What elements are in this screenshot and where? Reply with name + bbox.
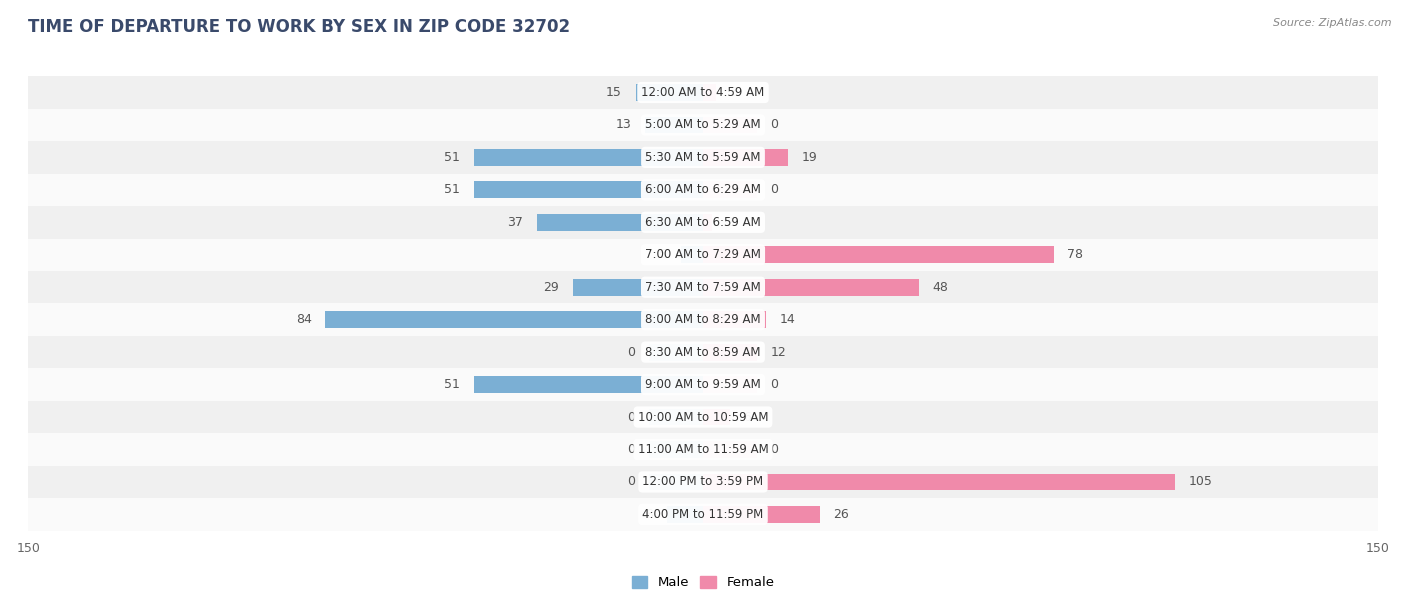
Text: 15: 15 bbox=[606, 86, 621, 99]
Bar bbox=[703, 441, 756, 458]
Text: 12:00 AM to 4:59 AM: 12:00 AM to 4:59 AM bbox=[641, 86, 765, 99]
Bar bbox=[703, 279, 920, 296]
Text: 0: 0 bbox=[770, 443, 779, 456]
Bar bbox=[703, 149, 789, 166]
Bar bbox=[28, 141, 1378, 174]
Bar bbox=[703, 214, 711, 231]
Text: 6:00 AM to 6:29 AM: 6:00 AM to 6:29 AM bbox=[645, 183, 761, 196]
Text: 0: 0 bbox=[770, 378, 779, 391]
Bar bbox=[650, 441, 703, 458]
Text: 12: 12 bbox=[770, 346, 786, 359]
Bar bbox=[28, 336, 1378, 368]
Bar bbox=[28, 109, 1378, 141]
Text: Source: ZipAtlas.com: Source: ZipAtlas.com bbox=[1274, 18, 1392, 28]
Bar bbox=[650, 344, 703, 361]
Text: 14: 14 bbox=[779, 313, 796, 326]
Text: 4:00 PM to 11:59 PM: 4:00 PM to 11:59 PM bbox=[643, 508, 763, 521]
Bar bbox=[650, 474, 703, 490]
Bar bbox=[28, 239, 1378, 271]
Bar bbox=[28, 76, 1378, 109]
Text: 105: 105 bbox=[1189, 475, 1213, 488]
Text: 8:30 AM to 8:59 AM: 8:30 AM to 8:59 AM bbox=[645, 346, 761, 359]
Text: 0: 0 bbox=[770, 183, 779, 196]
Text: 51: 51 bbox=[444, 151, 460, 164]
Text: 51: 51 bbox=[444, 183, 460, 196]
Text: 6:30 AM to 6:59 AM: 6:30 AM to 6:59 AM bbox=[645, 216, 761, 229]
Bar bbox=[703, 506, 820, 523]
Text: 2: 2 bbox=[725, 216, 734, 229]
Bar bbox=[703, 246, 1054, 263]
Text: 6: 6 bbox=[744, 411, 751, 424]
Text: 10:00 AM to 10:59 AM: 10:00 AM to 10:59 AM bbox=[638, 411, 768, 424]
Bar bbox=[703, 474, 1175, 490]
Text: 19: 19 bbox=[801, 151, 818, 164]
Bar bbox=[650, 409, 703, 425]
Text: 48: 48 bbox=[932, 281, 948, 294]
Bar bbox=[644, 117, 703, 133]
Text: 3: 3 bbox=[730, 86, 738, 99]
Bar bbox=[572, 279, 703, 296]
Bar bbox=[703, 181, 756, 198]
Text: TIME OF DEPARTURE TO WORK BY SEX IN ZIP CODE 32702: TIME OF DEPARTURE TO WORK BY SEX IN ZIP … bbox=[28, 18, 571, 36]
Bar bbox=[28, 174, 1378, 206]
Text: 5:00 AM to 5:29 AM: 5:00 AM to 5:29 AM bbox=[645, 118, 761, 131]
Bar bbox=[537, 214, 703, 231]
Text: 7:30 AM to 7:59 AM: 7:30 AM to 7:59 AM bbox=[645, 281, 761, 294]
Bar bbox=[681, 246, 703, 263]
Bar bbox=[703, 311, 766, 328]
Bar bbox=[28, 498, 1378, 531]
Text: 12:00 PM to 3:59 PM: 12:00 PM to 3:59 PM bbox=[643, 475, 763, 488]
Text: 13: 13 bbox=[616, 118, 631, 131]
Text: 51: 51 bbox=[444, 378, 460, 391]
Bar bbox=[703, 344, 756, 361]
Text: 8: 8 bbox=[645, 508, 654, 521]
Text: 7:00 AM to 7:29 AM: 7:00 AM to 7:29 AM bbox=[645, 248, 761, 261]
Text: 37: 37 bbox=[508, 216, 523, 229]
Bar bbox=[703, 376, 756, 393]
Text: 0: 0 bbox=[627, 346, 636, 359]
Bar bbox=[703, 84, 717, 101]
Text: 84: 84 bbox=[295, 313, 312, 326]
Text: 26: 26 bbox=[834, 508, 849, 521]
Text: 0: 0 bbox=[770, 118, 779, 131]
Bar bbox=[703, 117, 756, 133]
Text: 9:00 AM to 9:59 AM: 9:00 AM to 9:59 AM bbox=[645, 378, 761, 391]
Bar bbox=[28, 401, 1378, 433]
Text: 5: 5 bbox=[659, 248, 666, 261]
Bar bbox=[28, 303, 1378, 336]
Bar bbox=[666, 506, 703, 523]
Bar bbox=[28, 466, 1378, 498]
Bar bbox=[474, 376, 703, 393]
Text: 11:00 AM to 11:59 AM: 11:00 AM to 11:59 AM bbox=[638, 443, 768, 456]
Text: 78: 78 bbox=[1067, 248, 1084, 261]
Bar bbox=[636, 84, 703, 101]
Text: 29: 29 bbox=[543, 281, 560, 294]
Bar bbox=[28, 206, 1378, 239]
Text: 8:00 AM to 8:29 AM: 8:00 AM to 8:29 AM bbox=[645, 313, 761, 326]
Bar bbox=[474, 149, 703, 166]
Bar bbox=[28, 271, 1378, 303]
Legend: Male, Female: Male, Female bbox=[631, 576, 775, 589]
Text: 0: 0 bbox=[627, 411, 636, 424]
Text: 0: 0 bbox=[627, 475, 636, 488]
Text: 0: 0 bbox=[627, 443, 636, 456]
Text: 5:30 AM to 5:59 AM: 5:30 AM to 5:59 AM bbox=[645, 151, 761, 164]
Bar bbox=[28, 433, 1378, 466]
Bar bbox=[325, 311, 703, 328]
Bar bbox=[28, 368, 1378, 401]
Bar bbox=[474, 181, 703, 198]
Bar bbox=[703, 409, 730, 425]
